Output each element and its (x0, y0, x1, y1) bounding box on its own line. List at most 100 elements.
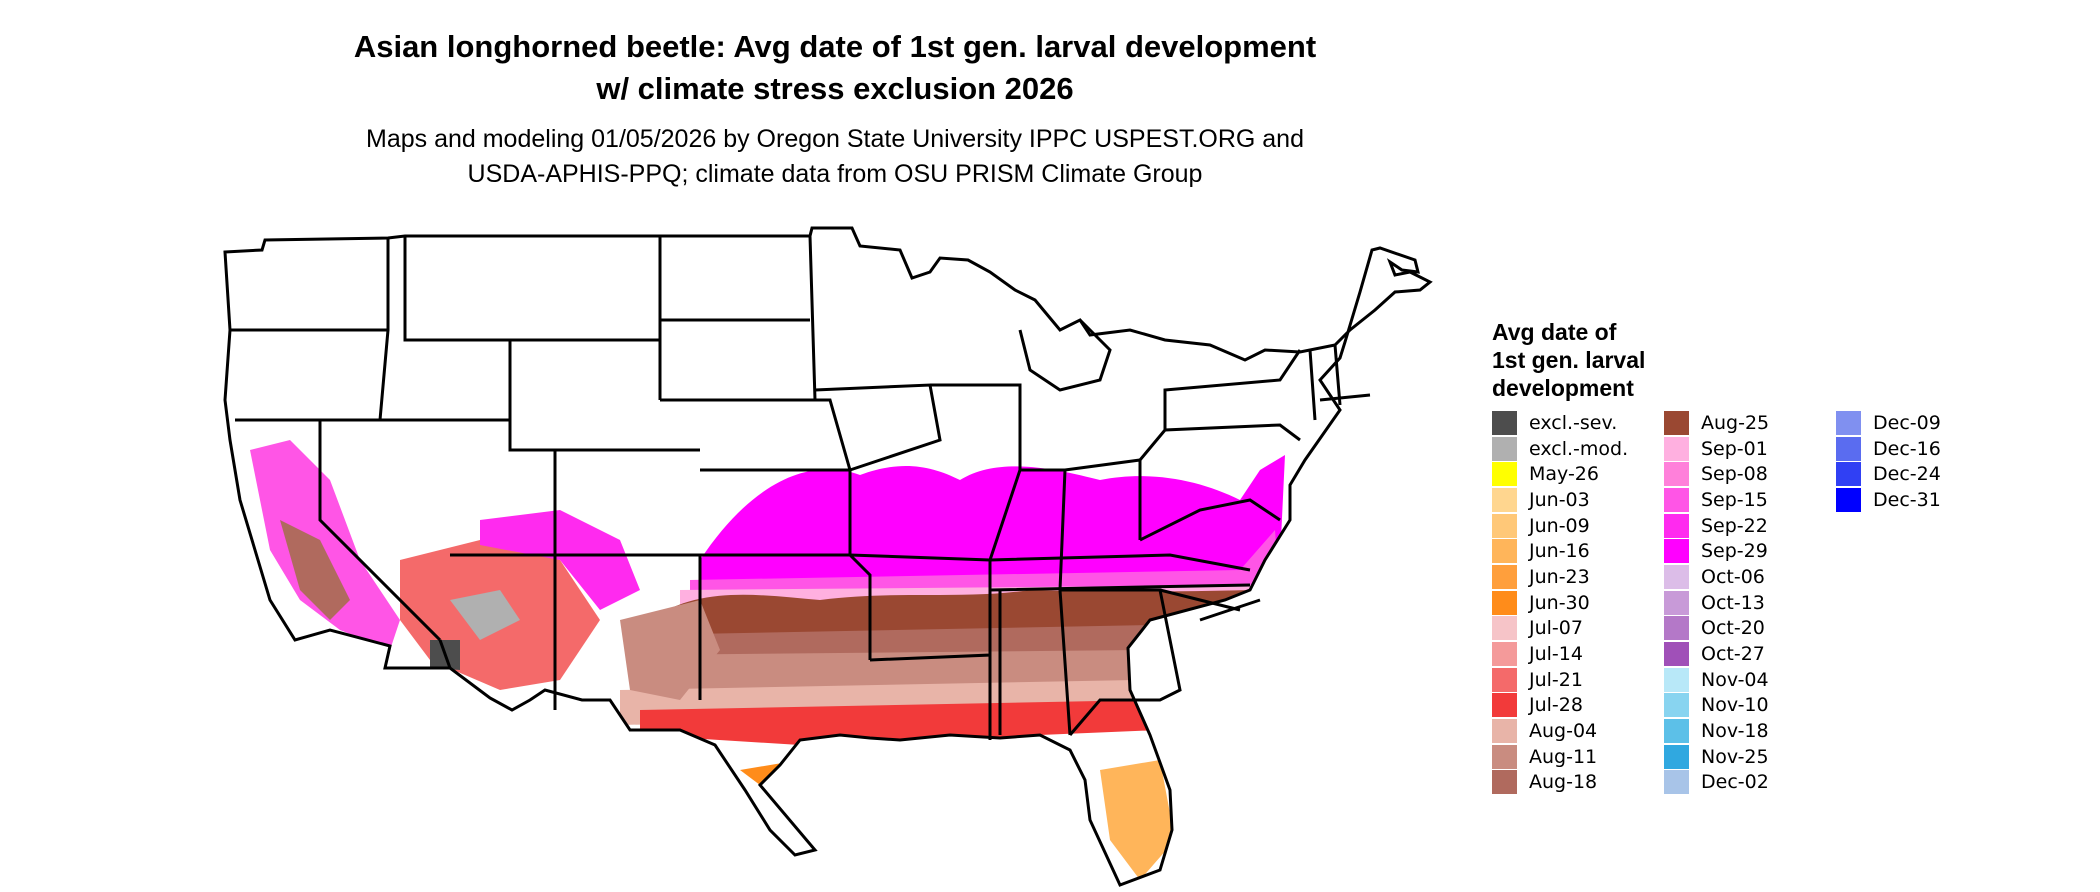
legend-item: Nov-18 (1664, 718, 1836, 744)
legend-item: Aug-04 (1492, 718, 1664, 744)
boundary-ga-al (1060, 588, 1182, 736)
legend-label: Jul-07 (1529, 617, 1583, 640)
boundary-mi (1018, 318, 1112, 392)
legend-item: Sep-15 (1664, 487, 1836, 513)
legend-item: Aug-11 (1492, 744, 1664, 770)
boundary-ok-tx (700, 553, 872, 660)
legend-swatch (1492, 719, 1517, 744)
legend-item: Oct-27 (1664, 641, 1836, 667)
legend-label: Sep-22 (1701, 514, 1768, 537)
legend-swatch (1664, 564, 1689, 589)
boundary-id (378, 238, 390, 421)
legend-label: Jul-21 (1529, 668, 1583, 691)
legend-swatch (1492, 513, 1517, 538)
legend-swatch (1836, 487, 1861, 512)
legend-label: Nov-10 (1701, 694, 1769, 717)
legend-label: Jun-09 (1529, 514, 1590, 537)
legend-label: Jun-23 (1529, 565, 1590, 588)
legend-label: Dec-09 (1873, 411, 1941, 434)
boundary-dakotas (658, 235, 817, 401)
legend-item: Aug-18 (1492, 770, 1664, 796)
legend-label: Sep-29 (1701, 540, 1768, 563)
legend-item: Jun-16 (1492, 538, 1664, 564)
zone-west-excl-mod (450, 590, 520, 640)
legend-swatch (1664, 410, 1689, 435)
boundary-mn-ia (814, 383, 942, 472)
legend-swatch (1664, 616, 1689, 641)
zone-texas-west (620, 600, 720, 700)
legend-item: Dec-24 (1836, 461, 2008, 487)
legend-item: Jul-14 (1492, 641, 1664, 667)
legend-swatch (1664, 487, 1689, 512)
legend-swatch (1664, 744, 1689, 769)
legend-item: Aug-25 (1664, 410, 1836, 436)
legend-swatch (1492, 744, 1517, 769)
boundary-ca-nv (318, 420, 442, 642)
legend-item: Jun-03 (1492, 487, 1664, 513)
legend-item: Oct-06 (1664, 564, 1836, 590)
legend-swatch (1836, 410, 1861, 435)
legend-label: May-26 (1529, 463, 1599, 486)
legend-swatch (1492, 564, 1517, 589)
legend-swatch (1664, 667, 1689, 692)
legend-label: excl.-mod. (1529, 437, 1629, 460)
legend-label: Dec-24 (1873, 463, 1941, 486)
legend-swatch (1664, 462, 1689, 487)
map-title: Asian longhorned beetle: Avg date of 1st… (170, 26, 1500, 110)
legend-swatch (1664, 436, 1689, 461)
legend-label: Jun-16 (1529, 540, 1590, 563)
legend-label: Sep-15 (1701, 488, 1768, 511)
boundary-az (438, 553, 555, 669)
legend-item: Jul-07 (1492, 616, 1664, 642)
legend-label: Dec-31 (1873, 488, 1941, 511)
zone-jun-16 (1100, 760, 1175, 880)
legend-swatch (1836, 436, 1861, 461)
legend-item: Nov-25 (1664, 744, 1836, 770)
legend-title-line-2: 1st gen. larval (1492, 347, 1646, 373)
legend-column: Aug-25 Sep-01 Sep-08 Sep-15 Sep-22 Sep-29 Oct-… (1664, 410, 1836, 795)
legend-swatch (1492, 770, 1517, 795)
legend-label: Jul-28 (1529, 694, 1583, 717)
map-subtitle: Maps and modeling 01/05/2026 by Oregon S… (170, 122, 1500, 192)
legend-label: excl.-sev. (1529, 411, 1618, 434)
legend-swatch (1664, 539, 1689, 564)
legend-item: Sep-29 (1664, 538, 1836, 564)
legend-item: Nov-10 (1664, 693, 1836, 719)
legend-item: Jun-09 (1492, 513, 1664, 539)
legend-label: Dec-16 (1873, 437, 1941, 460)
zone-southwest-magenta (480, 510, 640, 610)
legend-swatch (1836, 462, 1861, 487)
legend-label: Sep-01 (1701, 437, 1768, 460)
state-boundaries (223, 226, 1433, 887)
legend-item: excl.-sev. (1492, 410, 1664, 436)
title-line-1: Asian longhorned beetle: Avg date of 1st… (353, 29, 1317, 64)
boundary-ky-tn (989, 553, 1251, 592)
us-outline (223, 226, 1433, 887)
larval-development-zones (250, 440, 1285, 880)
legend-item: May-26 (1492, 461, 1664, 487)
legend-label: Jul-14 (1529, 643, 1583, 666)
legend-swatch (1492, 410, 1517, 435)
legend-item: Sep-22 (1664, 513, 1836, 539)
legend-item: Jun-23 (1492, 564, 1664, 590)
legend-item: Dec-09 (1836, 410, 2008, 436)
legend-swatch (1664, 693, 1689, 718)
boundary-wi-il (930, 383, 1022, 561)
legend-swatch (1664, 719, 1689, 744)
subtitle-line-2: USDA-APHIS-PPQ; climate data from OSU PR… (467, 160, 1203, 188)
legend-swatch (1492, 539, 1517, 564)
legend-label: Jun-03 (1529, 488, 1590, 511)
legend-item: Dec-31 (1836, 487, 2008, 513)
legend-swatch (1492, 693, 1517, 718)
boundary-la-ms (988, 589, 1072, 740)
legend-title-line-1: Avg date of (1492, 319, 1617, 345)
legend-label: Dec-02 (1701, 771, 1769, 794)
legend-swatch (1492, 667, 1517, 692)
legend-label: Sep-08 (1701, 463, 1768, 486)
legend-label: Oct-06 (1701, 565, 1765, 588)
legend-item: Jul-28 (1492, 693, 1664, 719)
legend-column: excl.-sev. excl.-mod. May-26 Jun-03 Jun-09 Ju… (1492, 410, 1664, 795)
legend-label: Oct-27 (1701, 643, 1765, 666)
legend-label: Aug-04 (1529, 720, 1598, 743)
